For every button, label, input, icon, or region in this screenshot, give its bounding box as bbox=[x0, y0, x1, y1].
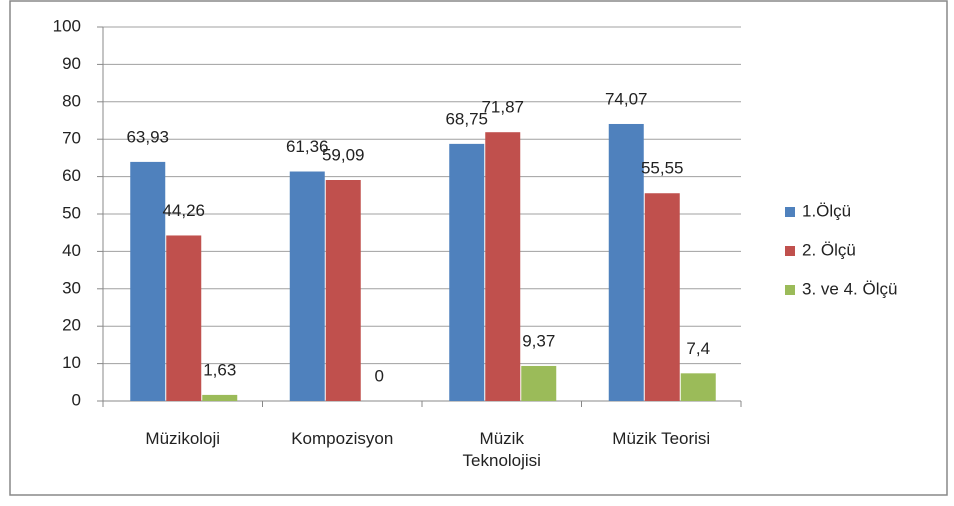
data-label: 55,55 bbox=[641, 159, 684, 178]
legend-label: 3. ve 4. Ölçü bbox=[802, 279, 897, 298]
y-tick-label: 90 bbox=[62, 54, 81, 73]
bar bbox=[449, 143, 485, 401]
y-tick-label: 50 bbox=[62, 203, 81, 222]
data-label: 59,09 bbox=[322, 145, 365, 164]
data-label: 44,26 bbox=[162, 201, 205, 220]
y-tick-label: 40 bbox=[62, 241, 81, 260]
legend-marker bbox=[785, 246, 795, 256]
y-tick-label: 0 bbox=[72, 390, 81, 409]
data-label: 1,63 bbox=[203, 360, 236, 379]
bar bbox=[680, 373, 716, 401]
bar bbox=[166, 235, 202, 401]
y-tick-label: 100 bbox=[53, 16, 81, 35]
legend-label: 2. Ölçü bbox=[802, 240, 856, 259]
x-tick-label: Müzikoloji bbox=[145, 429, 221, 448]
x-tick-label: Müzik Teknolojisi bbox=[462, 429, 541, 470]
data-label: 9,37 bbox=[522, 331, 555, 350]
bar bbox=[608, 123, 644, 401]
legend-label: 1.Ölçü bbox=[802, 201, 851, 220]
data-label: 74,07 bbox=[605, 89, 648, 108]
bar bbox=[202, 394, 238, 401]
data-label: 71,87 bbox=[481, 98, 524, 117]
legend-marker bbox=[785, 285, 795, 295]
data-label: 7,4 bbox=[686, 339, 710, 358]
data-label: 0 bbox=[375, 366, 384, 385]
bar bbox=[644, 193, 680, 401]
y-tick-label: 20 bbox=[62, 316, 81, 335]
data-label: 68,75 bbox=[445, 109, 488, 128]
data-label: 61,36 bbox=[286, 137, 329, 156]
y-tick-label: 30 bbox=[62, 278, 81, 297]
bar bbox=[325, 180, 361, 401]
data-label: 63,93 bbox=[126, 127, 169, 146]
x-tick-label: Kompozisyon bbox=[291, 429, 394, 448]
y-tick-label: 10 bbox=[62, 353, 81, 372]
y-tick-label: 70 bbox=[62, 129, 81, 148]
y-tick-label: 80 bbox=[62, 91, 81, 110]
bar bbox=[289, 171, 325, 401]
y-tick-label: 60 bbox=[62, 166, 81, 185]
bar bbox=[130, 161, 166, 401]
legend-marker bbox=[785, 207, 795, 217]
bar bbox=[485, 132, 521, 401]
x-tick-label: Müzik Teorisi bbox=[612, 429, 711, 448]
bar bbox=[521, 365, 557, 401]
